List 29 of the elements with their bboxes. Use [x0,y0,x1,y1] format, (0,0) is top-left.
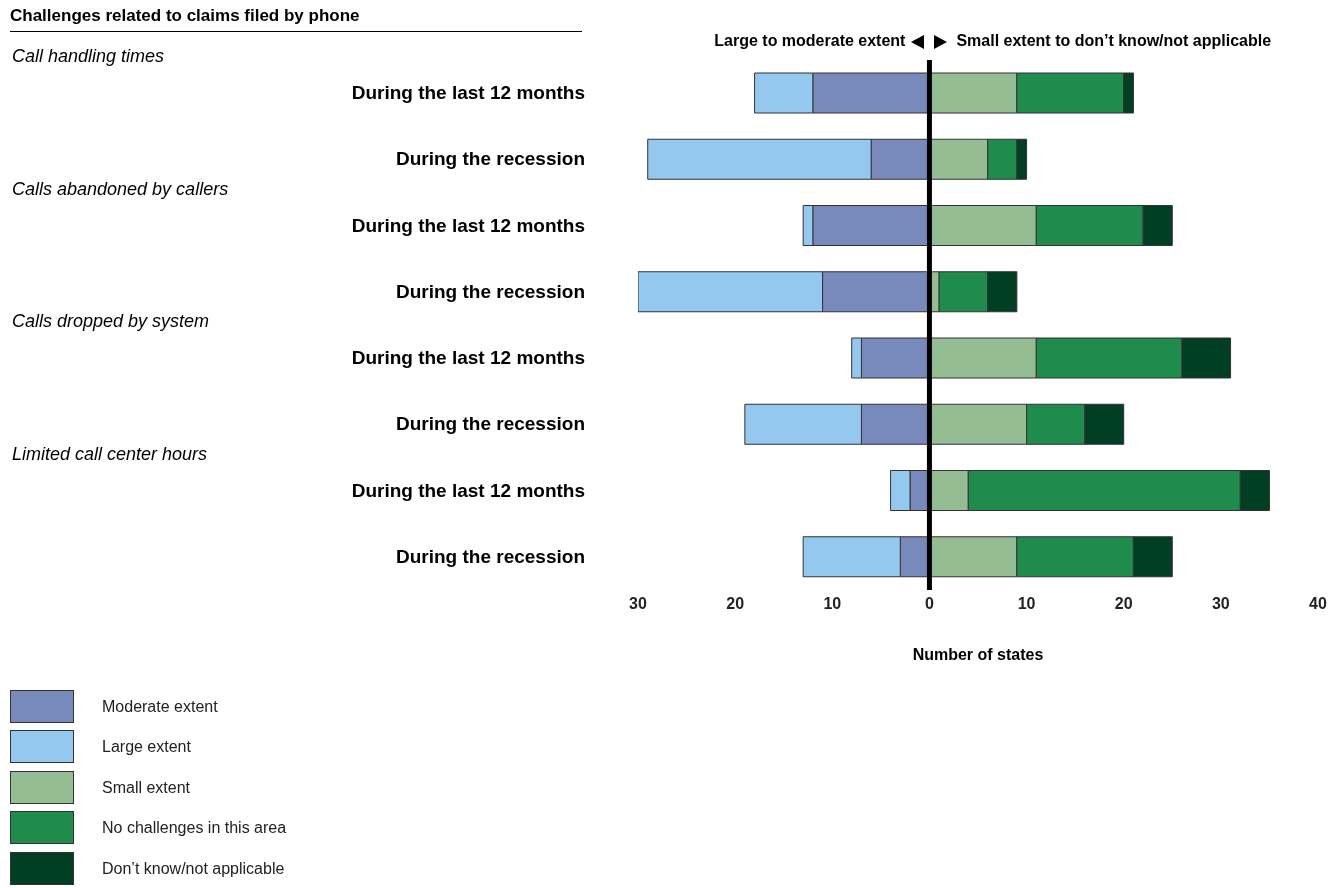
x-tick-label: 0 [924,595,934,613]
legend-label: Small extent [102,778,191,796]
x-tick-label: 10 [823,595,842,613]
y-tick-label: During the last 12 months [351,82,585,104]
text: Small extent to don’t know/not applicable [956,32,1272,50]
legend-label: Large extent [102,738,192,756]
x-tick-label: 20 [726,595,745,613]
text: Large to moderate extent [714,32,906,50]
x-tick-label: 20 [1114,595,1133,613]
text: Calls dropped by system [12,311,210,332]
text: Challenges related to claims filed by phone [10,6,582,32]
y-tick-label: During the recession [396,545,585,567]
y-tick-label: During the last 12 months [351,479,585,501]
legend-label: No challenges in this area [102,819,287,837]
x-tick-label: 10 [1017,595,1036,613]
x-tick-label: 30 [629,595,647,613]
y-tick-label: During the last 12 months [351,347,585,369]
text: Limited call center hours [12,443,208,465]
text: Call handling times [12,46,165,67]
y-tick-label: During the recession [396,280,585,302]
y-tick-label: During the last 12 months [351,214,585,236]
x-axis-title: Number of states [912,646,1044,663]
text: Calls abandoned by callers [12,178,229,200]
x-tick-label: 30 [1211,595,1230,613]
x-tick-label: 40 [1309,595,1327,613]
y-tick-label: During the recession [396,413,585,435]
y-tick-label: During the recession [396,148,585,170]
legend-label: Moderate extent [102,697,219,715]
legend-label: Don’t know/not applicable [102,859,285,877]
